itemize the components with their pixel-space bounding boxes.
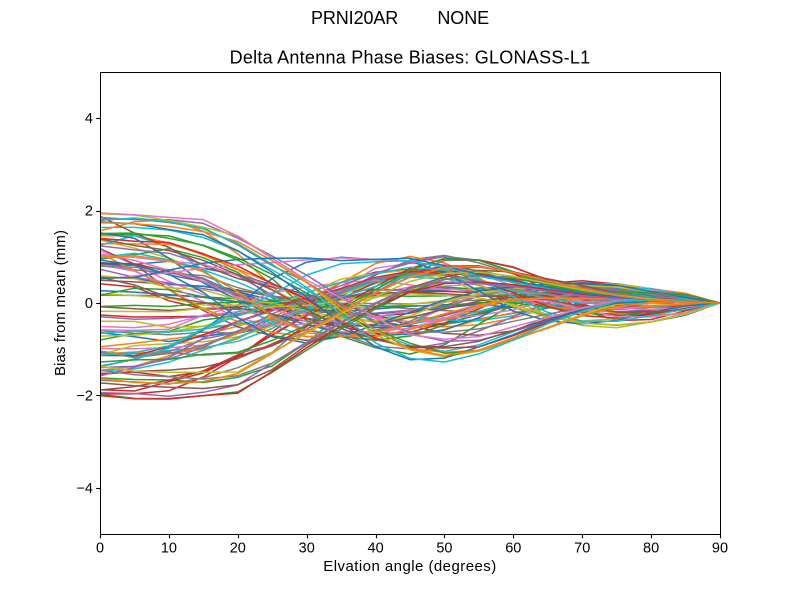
svg-text:40: 40: [368, 541, 384, 557]
svg-text:PRNI20AR NONE: PRNI20AR NONE: [311, 8, 489, 28]
svg-text:70: 70: [574, 541, 590, 557]
svg-text:10: 10: [161, 541, 177, 557]
svg-text:Delta Antenna Phase Biases: GL: Delta Antenna Phase Biases: GLONASS-L1: [230, 48, 591, 68]
svg-text:60: 60: [505, 541, 521, 557]
svg-text:0: 0: [85, 296, 93, 312]
svg-text:2: 2: [85, 204, 93, 220]
svg-text:−2: −2: [76, 388, 93, 404]
svg-text:4: 4: [85, 111, 93, 127]
svg-text:−4: −4: [76, 481, 93, 497]
svg-text:Elvation angle (degrees): Elvation angle (degrees): [323, 558, 496, 575]
svg-text:80: 80: [643, 541, 659, 557]
svg-text:30: 30: [299, 541, 315, 557]
svg-text:50: 50: [436, 541, 452, 557]
svg-text:90: 90: [712, 541, 728, 557]
svg-text:0: 0: [96, 541, 104, 557]
svg-text:20: 20: [230, 541, 246, 557]
svg-text:Bias from mean (mm): Bias from mean (mm): [52, 230, 69, 376]
